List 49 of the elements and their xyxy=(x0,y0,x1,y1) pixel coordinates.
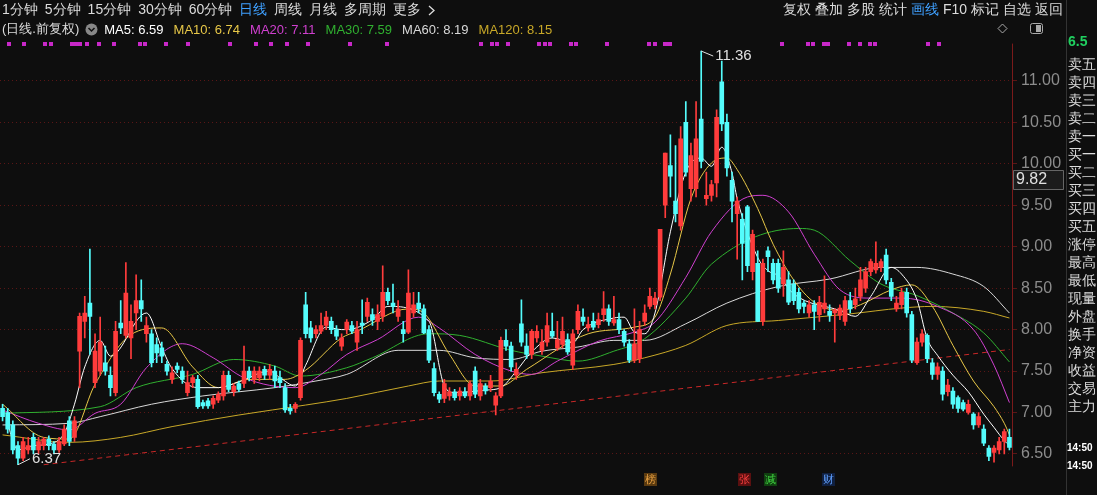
text: 榜 xyxy=(644,473,657,486)
text: MA10: 6.74 xyxy=(173,21,241,37)
y-tick-label: 7.00 xyxy=(1021,402,1053,420)
text: 减 xyxy=(764,473,777,486)
text: 买一 xyxy=(1068,146,1096,163)
text: 换手 xyxy=(1068,326,1096,343)
text: 14:50 xyxy=(1067,460,1093,471)
text: 买五 xyxy=(1068,218,1096,235)
text: 卖三 xyxy=(1068,92,1096,109)
text: MA5: 6.59 xyxy=(104,21,164,37)
annotation: 11.36 xyxy=(715,46,752,64)
text: 14:50 xyxy=(1067,442,1093,453)
annotation: 6.37 xyxy=(31,448,62,466)
text: 6.5 xyxy=(1068,33,1088,49)
text: 涨停 xyxy=(1068,236,1096,253)
text: 外盘 xyxy=(1068,308,1096,325)
text: 主力 xyxy=(1068,398,1096,415)
text: 复权 叠加 多股 统计 画线 F10 标记 自选 返回 xyxy=(782,1,1063,17)
text: 买二 xyxy=(1068,164,1096,181)
text: 最高 xyxy=(1068,254,1096,271)
text: MA60: 8.19 xyxy=(402,21,469,37)
text: 净资 xyxy=(1068,344,1096,361)
y-tick-label: 10.00 xyxy=(1021,154,1062,172)
text: MA20: 7.11 xyxy=(250,21,316,37)
y-tick-label: 7.50 xyxy=(1021,361,1053,379)
text: 卖二 xyxy=(1068,110,1096,127)
y-tick-label: 11.00 xyxy=(1021,71,1060,89)
text: 9.82 xyxy=(1016,170,1048,188)
text: MA120: 8.15 xyxy=(478,21,553,37)
y-tick-label: 8.50 xyxy=(1021,278,1053,296)
text: MA30: 7.59 xyxy=(325,21,393,37)
y-tick-label: 9.00 xyxy=(1021,237,1053,255)
text: 最低 xyxy=(1068,272,1096,289)
text: 交易 xyxy=(1068,380,1096,397)
y-tick-label: 9.50 xyxy=(1021,195,1053,213)
y-tick-label: 10.50 xyxy=(1021,112,1062,130)
text: 1分钟 5分钟 15分钟 30分钟 60分钟 日线 周线 月线 多周期 更多 xyxy=(2,1,422,17)
text: 卖一 xyxy=(1068,128,1096,145)
text: 收益 xyxy=(1068,362,1096,379)
text: 买三 xyxy=(1068,182,1096,199)
y-tick-label: 8.00 xyxy=(1021,320,1053,338)
text: 卖五 xyxy=(1068,56,1096,73)
text: 张 xyxy=(738,473,751,486)
chart-title: (日线.前复权) xyxy=(2,20,80,38)
text: 卖四 xyxy=(1068,74,1096,91)
text: 现量 xyxy=(1068,290,1096,307)
y-tick-label: 6.50 xyxy=(1021,444,1053,462)
text: 财 xyxy=(822,473,835,486)
text: 买四 xyxy=(1068,200,1096,217)
